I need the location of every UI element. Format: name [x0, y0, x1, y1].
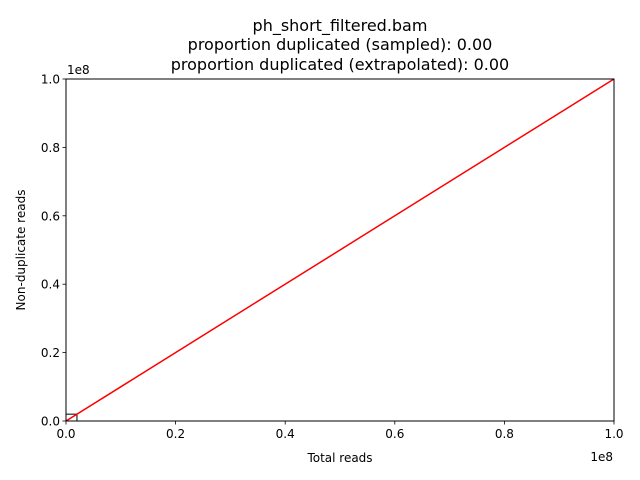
plot-content: [65, 78, 615, 422]
y-tick-label-3: 0.6: [41, 209, 60, 223]
x-tick-label-3: 0.6: [385, 427, 404, 441]
x-tick-label-4: 0.8: [495, 427, 514, 441]
chart-title: ph_short_filtered.bam proportion duplica…: [171, 16, 509, 74]
x-tick-label-1: 0.2: [166, 427, 185, 441]
y-axis-ticks: 0.0 0.2 0.4 0.6 0.8 1.0: [41, 73, 66, 429]
y-axis-label: Non-duplicate reads: [14, 190, 28, 311]
x-axis-ticks: 0.0 0.2 0.4 0.6 0.8 1.0: [56, 421, 624, 441]
axes-frame: [65, 78, 615, 422]
title-line-1: ph_short_filtered.bam: [253, 16, 428, 36]
y-tick-label-4: 0.8: [41, 141, 60, 155]
x-tick-label-0: 0.0: [56, 427, 75, 441]
x-tick-label-5: 1.0: [604, 427, 623, 441]
y-offset-label: 1e8: [67, 63, 90, 77]
x-tick-label-2: 0.4: [276, 427, 295, 441]
y-tick-label-0: 0.0: [41, 415, 60, 429]
y-tick-label-1: 0.2: [41, 346, 60, 360]
title-line-2: proportion duplicated (sampled): 0.00: [188, 35, 493, 54]
y-tick-label-2: 0.4: [41, 278, 60, 292]
x-offset-label: 1e8: [590, 450, 613, 464]
x-axis-label: Total reads: [306, 451, 372, 465]
title-line-3: proportion duplicated (extrapolated): 0.…: [171, 55, 509, 74]
y-tick-label-5: 1.0: [41, 73, 60, 87]
series-line-0: [65, 78, 615, 422]
